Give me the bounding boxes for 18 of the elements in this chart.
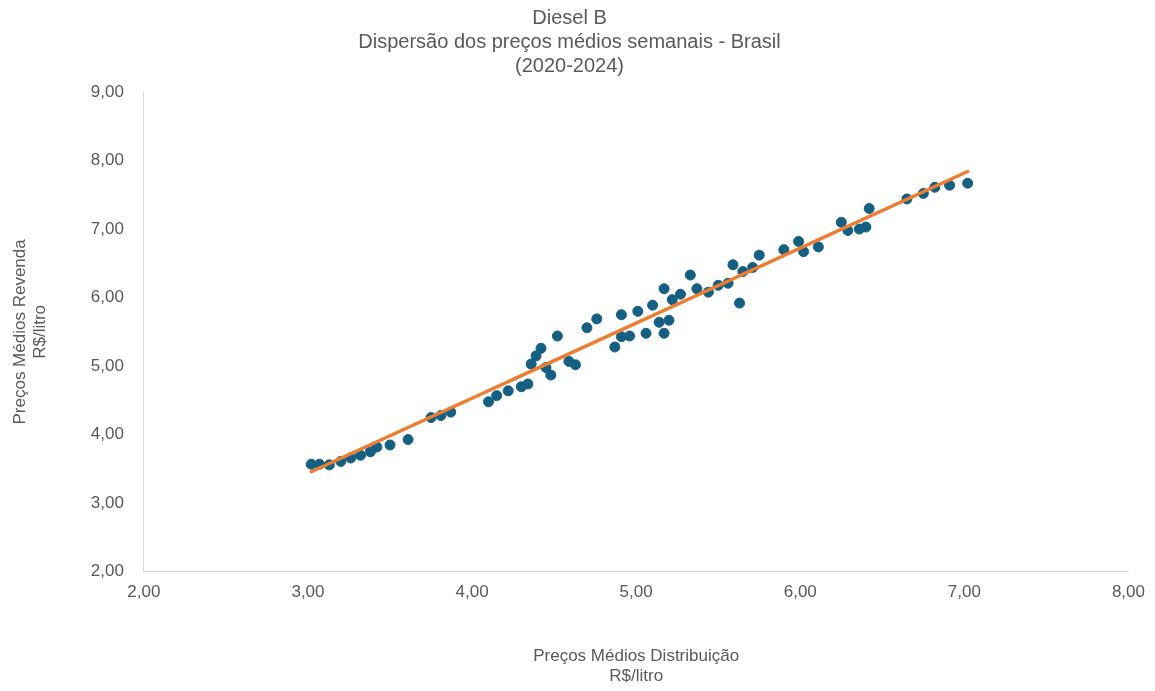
y-axis-title: Preços Médios Revenda R$/litro [9,238,50,425]
y-tick-label: 4,00 [90,424,124,444]
x-tick-label: 2,00 [127,581,161,601]
x-tick-label: 6,00 [783,581,817,601]
chart-title: Diesel B Dispersão dos preços médios semanais - Brasil (2020-2024) [358,5,781,76]
x-tick-label: 8,00 [1111,581,1145,601]
y-tick-label: 2,00 [90,561,124,581]
y-tick-label: 8,00 [90,150,124,170]
y-tick-label: 3,00 [90,492,124,512]
x-tick-label: 5,00 [619,581,653,601]
y-tick-label: 6,00 [90,287,124,307]
y-tick-label: 7,00 [90,218,124,238]
x-tick-label: 7,00 [947,581,981,601]
x-tick-label: 4,00 [455,581,489,601]
x-axis-title: Preços Médios Distribuição R$/litro [533,646,740,686]
y-tick-label: 9,00 [90,81,124,101]
y-tick-label: 5,00 [90,355,124,375]
x-tick-label: 3,00 [291,581,325,601]
